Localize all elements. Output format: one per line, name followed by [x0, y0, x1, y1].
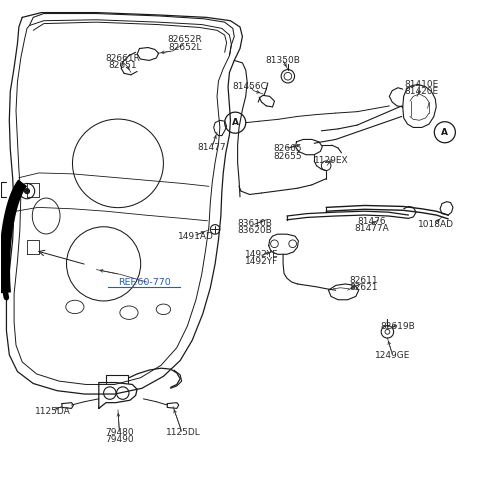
- Text: 1125DL: 1125DL: [166, 428, 201, 437]
- Text: 79480: 79480: [105, 428, 134, 437]
- Text: 81476: 81476: [357, 217, 386, 226]
- Text: 81477: 81477: [197, 143, 226, 152]
- Text: 81420E: 81420E: [405, 87, 439, 96]
- Text: 82652L: 82652L: [168, 42, 202, 51]
- Text: 1018AD: 1018AD: [418, 220, 454, 229]
- Text: 82621: 82621: [349, 283, 378, 292]
- Text: 1129EX: 1129EX: [313, 157, 348, 166]
- Text: 1491AD: 1491AD: [178, 232, 214, 241]
- Text: 81456C: 81456C: [232, 82, 267, 91]
- Text: 81410E: 81410E: [405, 80, 439, 89]
- Text: REF.60-770: REF.60-770: [118, 277, 171, 286]
- Text: 79490: 79490: [105, 435, 134, 444]
- Text: 1249GE: 1249GE: [374, 351, 410, 360]
- Text: 81477A: 81477A: [354, 225, 389, 234]
- Text: 1492YF: 1492YF: [245, 257, 278, 266]
- Text: 82611: 82611: [349, 276, 378, 285]
- Text: 82619B: 82619B: [381, 321, 415, 330]
- Text: 82651: 82651: [108, 61, 137, 70]
- Text: 82661R: 82661R: [105, 53, 140, 62]
- Text: 82665: 82665: [274, 145, 302, 154]
- Text: 1125DA: 1125DA: [35, 407, 70, 416]
- Text: 83610B: 83610B: [237, 219, 272, 228]
- Text: A: A: [232, 118, 239, 127]
- Text: A: A: [441, 128, 448, 137]
- Text: 1492YE: 1492YE: [245, 250, 278, 259]
- Text: 83620B: 83620B: [237, 226, 272, 235]
- Text: 82655: 82655: [274, 152, 302, 161]
- Circle shape: [24, 189, 29, 194]
- Text: 81350B: 81350B: [265, 56, 300, 65]
- Text: 82652R: 82652R: [168, 35, 203, 44]
